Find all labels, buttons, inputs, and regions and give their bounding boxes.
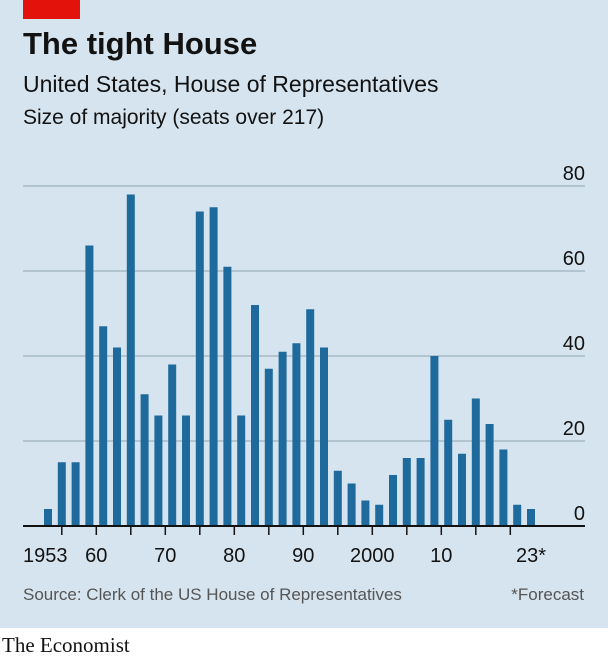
bar [499, 449, 508, 526]
x-axis [23, 525, 585, 535]
bar [154, 415, 163, 526]
bar [85, 245, 94, 526]
bar [182, 415, 190, 526]
y-tick-label: 80 [563, 163, 585, 185]
bar [223, 266, 232, 526]
y-tick-label: 0 [574, 503, 585, 525]
bar [264, 368, 273, 526]
x-tick-label: 90 [292, 545, 314, 567]
x-tick-labels: 1953 60 70 80 90 2000 10 23* [23, 545, 546, 567]
bar [278, 351, 287, 526]
brand-red-tag [23, 0, 80, 19]
y-tick-label: 20 [563, 418, 585, 440]
bar [444, 419, 453, 526]
chart-title: The tight House [23, 26, 258, 61]
bar [71, 462, 80, 526]
bar [99, 326, 108, 526]
bar [485, 424, 494, 526]
x-tick-label: 23* [516, 545, 546, 567]
bar-chart: 0 20 40 60 80 1953 60 70 80 90 2000 10 23* [23, 163, 585, 567]
bar [527, 509, 535, 526]
bar [333, 470, 342, 526]
bar [430, 356, 439, 526]
bar [375, 504, 384, 526]
bar [44, 509, 52, 526]
y-tick-label: 40 [563, 333, 585, 355]
x-tick-label: 1953 [23, 545, 68, 567]
bar [237, 415, 246, 526]
bar [389, 475, 397, 526]
bar [416, 458, 425, 526]
bar [126, 194, 135, 526]
x-tick-label: 10 [430, 545, 452, 567]
source-note: Source: Clerk of the US House of Represe… [23, 585, 402, 604]
bar [320, 347, 328, 526]
bar [347, 483, 356, 526]
y-tick-labels: 0 20 40 60 80 [563, 163, 585, 525]
bar [292, 343, 301, 526]
y-tick-label: 60 [563, 248, 585, 270]
bar [458, 453, 466, 526]
chart-subtitle: United States, House of Representatives [23, 71, 439, 97]
economist-logo: The Economist [2, 633, 130, 657]
bar [168, 364, 177, 526]
gridlines [23, 185, 585, 442]
bar [513, 504, 522, 526]
x-tick-label: 2000 [350, 545, 395, 567]
bar [195, 211, 204, 526]
x-tick-label: 60 [85, 545, 107, 567]
bar [306, 309, 315, 526]
bar [140, 394, 149, 526]
bar [57, 462, 66, 526]
x-tick-label: 80 [223, 545, 245, 567]
bar [471, 398, 480, 526]
bar [402, 458, 411, 526]
bar [361, 500, 370, 526]
bar [209, 207, 218, 526]
y-axis-unit-label: Size of majority (seats over 217) [23, 106, 325, 129]
forecast-footnote: *Forecast [511, 585, 584, 604]
bars [44, 194, 535, 526]
bar [251, 305, 259, 526]
bar [113, 347, 121, 526]
x-tick-label: 70 [154, 545, 176, 567]
